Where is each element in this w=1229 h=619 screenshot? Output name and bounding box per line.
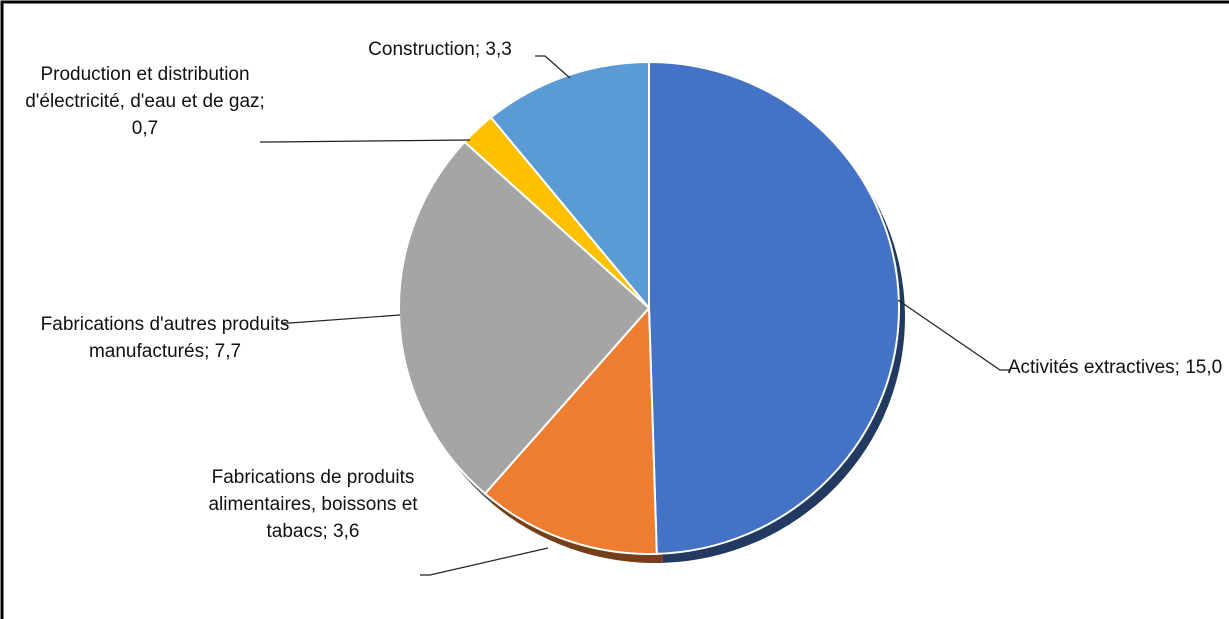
data-label: Fabrications d'autres produits manufactur… [41, 314, 290, 362]
data-label: Activités extractives; 15,0 [1008, 357, 1222, 378]
data-label: Production et distribution d'électricité,… [25, 64, 265, 139]
leader-line [535, 55, 571, 79]
pie [398, 60, 900, 555]
leader-line [420, 547, 549, 576]
data-label: Construction; 3,3 [368, 39, 512, 60]
leader-line [897, 299, 1010, 371]
slice [489, 60, 650, 311]
leader-line [260, 139, 471, 143]
slice [648, 60, 900, 555]
slice [398, 140, 651, 496]
labels: Activités extractives; 15,0 Fabrications … [25, 39, 1222, 576]
leader-line [282, 314, 401, 324]
slice [483, 305, 658, 555]
data-label: Fabrications de produits alimentaires, bo… [208, 467, 418, 542]
